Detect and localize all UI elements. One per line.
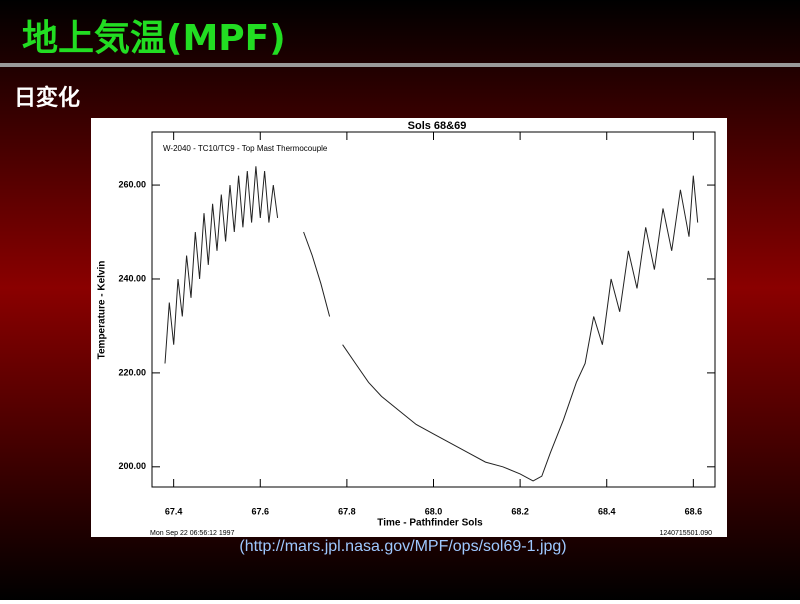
- slide-title: 地上気温(MPF): [22, 18, 286, 59]
- chart-image: [91, 118, 727, 537]
- y-tick-label: 240.00: [118, 273, 146, 283]
- x-tick-label: 67.4: [165, 506, 183, 516]
- x-tick-label: 68.6: [685, 506, 703, 516]
- title-rule: [0, 63, 800, 67]
- footer-left: Mon Sep 22 06:56:12 1997: [150, 530, 235, 537]
- caption: (http://mars.jpl.nasa.gov/MPF/ops/sol69-…: [239, 538, 566, 555]
- footer-right: 1240715501.090: [659, 530, 712, 537]
- x-tick-label: 68.0: [425, 506, 443, 516]
- y-tick-label: 260.00: [118, 179, 146, 189]
- y-tick-label: 200.00: [118, 461, 146, 471]
- temperature-line: [164, 166, 699, 482]
- annotation: W-2040 - TC10/TC9 - Top Mast Thermocoupl…: [163, 144, 328, 153]
- x-tick-label: 67.6: [252, 506, 270, 516]
- chart-title: Sols 68&69: [408, 120, 467, 132]
- x-tick-label: 68.2: [511, 506, 529, 516]
- slide-subtitle: 日変化: [14, 85, 80, 111]
- x-tick-label: 68.4: [598, 506, 616, 516]
- x-tick-label: 67.8: [338, 506, 356, 516]
- x-axis-label: Time - Pathfinder Sols: [377, 518, 483, 529]
- y-axis-label: Temperature - Kelvin: [97, 261, 108, 360]
- y-tick-label: 220.00: [118, 367, 146, 377]
